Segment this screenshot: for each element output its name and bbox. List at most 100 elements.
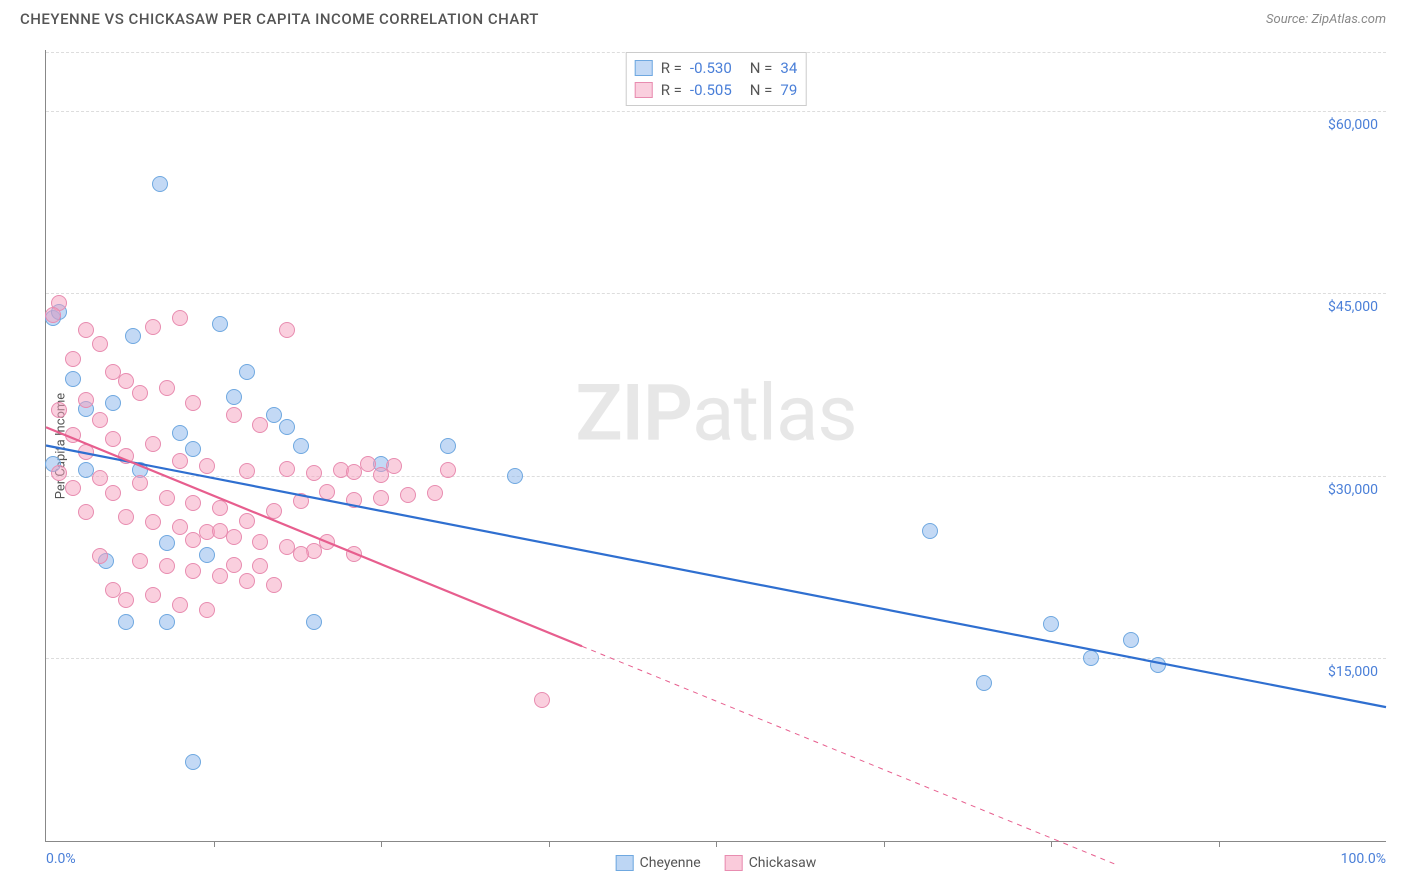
data-point [78,392,94,408]
data-point [306,614,322,630]
data-point [252,417,268,433]
data-point [373,490,389,506]
data-point [65,480,81,496]
data-point [346,546,362,562]
legend-item: Chickasaw [725,855,817,871]
data-point [279,322,295,338]
data-point [132,553,148,569]
data-point [293,546,309,562]
data-point [252,534,268,550]
data-point [118,448,134,464]
ytick-label: $30,000 [1328,482,1378,498]
xtick [214,841,215,847]
data-point [172,597,188,613]
stats-box: R = -0.530N = 34R = -0.505N = 79 [626,52,807,106]
data-point [185,563,201,579]
xtick [1219,841,1220,847]
data-point [172,310,188,326]
data-point [92,548,108,564]
data-point [132,475,148,491]
data-point [105,485,121,501]
ytick-label: $45,000 [1328,299,1378,315]
data-point [185,754,201,770]
ytick-label: $60,000 [1328,117,1378,133]
data-point [293,493,309,509]
data-point [1083,650,1099,666]
xtick [381,841,382,847]
xtick [549,841,550,847]
data-point [534,692,550,708]
data-point [1150,657,1166,673]
data-point [159,380,175,396]
data-point [922,523,938,539]
bottom-legend: CheyenneChickasaw [616,855,817,871]
data-point [185,495,201,511]
data-point [105,431,121,447]
legend-swatch [725,855,743,871]
data-point [132,385,148,401]
chart-area: $15,000$30,000$45,000$60,0000.0%100.0% Z… [45,50,1386,842]
data-point [252,558,268,574]
gridline [46,111,1386,112]
data-point [279,461,295,477]
data-point [199,602,215,618]
data-point [212,568,228,584]
data-point [360,456,376,472]
data-point [239,573,255,589]
data-point [212,316,228,332]
data-point [226,389,242,405]
data-point [185,532,201,548]
data-point [105,395,121,411]
data-point [239,513,255,529]
data-point [239,463,255,479]
data-point [319,484,335,500]
data-point [159,558,175,574]
data-point [293,438,309,454]
data-point [159,614,175,630]
data-point [400,487,416,503]
data-point [346,464,362,480]
data-point [172,425,188,441]
data-point [51,402,67,418]
data-point [92,336,108,352]
data-point [306,465,322,481]
xtick [1051,841,1052,847]
data-point [92,412,108,428]
data-point [440,462,456,478]
data-point [226,407,242,423]
data-point [266,577,282,593]
data-point [78,444,94,460]
data-point [51,465,67,481]
data-point [239,364,255,380]
data-point [118,373,134,389]
data-point [199,547,215,563]
xtick [884,841,885,847]
data-point [65,427,81,443]
data-point [1123,632,1139,648]
data-point [185,395,201,411]
data-point [976,675,992,691]
xtick [716,841,717,847]
data-point [145,514,161,530]
data-point [266,407,282,423]
data-point [145,587,161,603]
data-point [507,468,523,484]
data-point [172,519,188,535]
data-point [185,441,201,457]
data-point [78,504,94,520]
data-point [226,557,242,573]
data-point [346,492,362,508]
data-point [125,328,141,344]
data-point [1043,616,1059,632]
chart-title: CHEYENNE VS CHICKASAW PER CAPITA INCOME … [20,10,539,28]
data-point [45,307,61,323]
stat-row: R = -0.530N = 34 [635,57,798,79]
data-point [152,176,168,192]
data-point [386,458,402,474]
data-point [118,592,134,608]
data-point [159,490,175,506]
gridline [46,658,1386,659]
data-point [78,322,94,338]
legend-swatch [635,82,653,98]
data-point [319,534,335,550]
